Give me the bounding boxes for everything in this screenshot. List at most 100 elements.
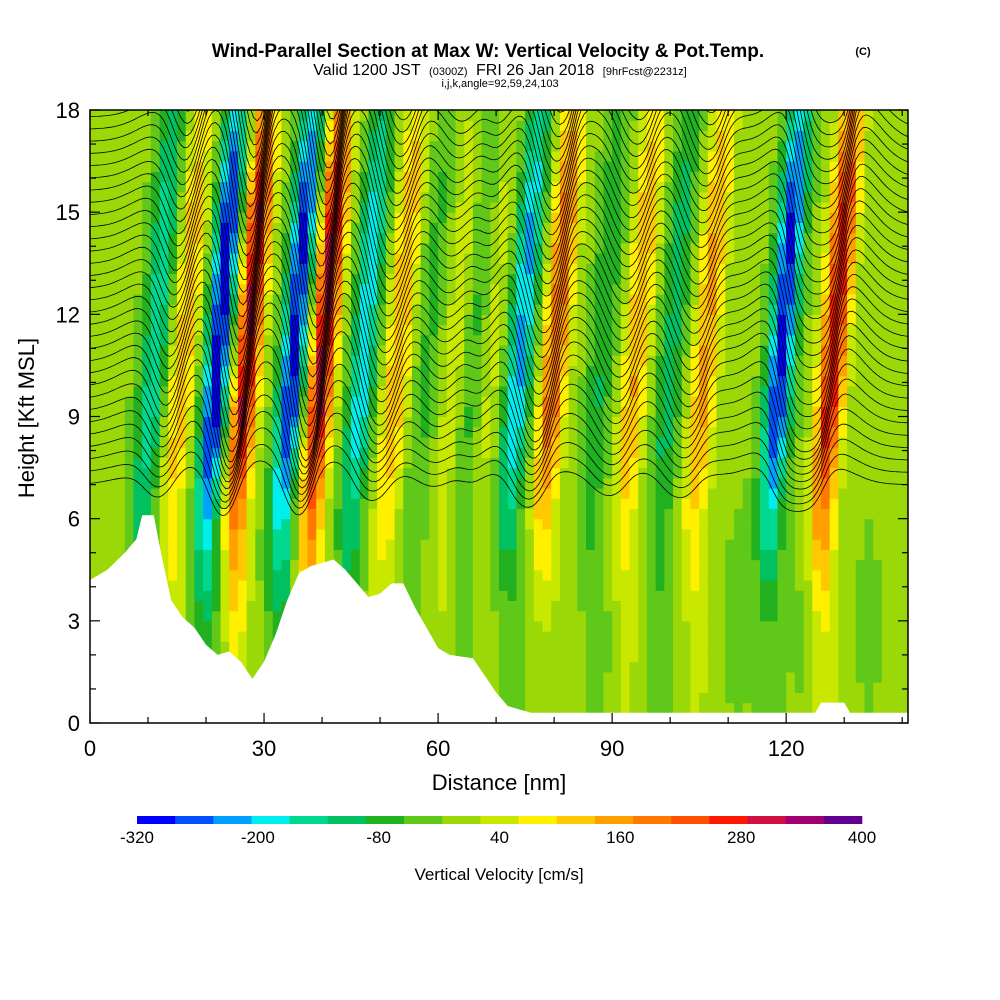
velocity-cell: [211, 467, 222, 479]
velocity-cell: [298, 140, 309, 152]
velocity-cell: [368, 273, 378, 285]
velocity-cell: [359, 140, 370, 152]
velocity-cell: [603, 161, 613, 172]
velocity-cell: [220, 181, 230, 193]
velocity-cell: [211, 569, 222, 581]
velocity-cell: [629, 201, 639, 213]
velocity-cell: [290, 304, 300, 315]
velocity-cell: [446, 253, 457, 264]
velocity-cell: [664, 212, 674, 223]
velocity-cell: [246, 641, 256, 653]
velocity-cell: [507, 416, 517, 428]
velocity-cell: [733, 559, 744, 571]
velocity-cell: [725, 631, 735, 642]
velocity-cell: [368, 457, 378, 469]
velocity-cell: [777, 293, 787, 305]
velocity-cell: [98, 447, 108, 458]
velocity-cell: [594, 273, 605, 285]
velocity-cell: [586, 477, 596, 489]
velocity-cell: [481, 212, 491, 223]
velocity-cell: [803, 253, 813, 264]
velocity-cell: [351, 222, 361, 234]
velocity-cell: [629, 549, 639, 561]
velocity-cell: [551, 140, 561, 152]
velocity-cell: [655, 171, 665, 183]
velocity-cell: [177, 110, 187, 121]
velocity-cell: [159, 140, 169, 152]
vertical-velocity-field: [90, 110, 908, 723]
velocity-cell: [742, 375, 752, 387]
velocity-cell: [307, 191, 317, 203]
velocity-cell: [568, 416, 578, 428]
velocity-cell: [803, 314, 813, 326]
velocity-cell: [298, 120, 309, 132]
velocity-cell: [673, 488, 683, 499]
velocity-cell: [707, 549, 718, 561]
velocity-cell: [403, 559, 413, 571]
velocity-cell: [272, 253, 283, 264]
velocity-cell: [594, 631, 605, 642]
velocity-cell: [203, 508, 213, 520]
velocity-cell: [646, 181, 657, 193]
velocity-cell: [673, 130, 683, 142]
velocity-cell: [203, 559, 213, 571]
velocity-cell: [255, 457, 265, 469]
velocity-cell: [359, 161, 370, 172]
velocity-cell: [403, 488, 413, 499]
velocity-cell: [707, 488, 718, 499]
velocity-cell: [124, 212, 135, 223]
velocity-cell: [150, 150, 161, 162]
velocity-cell: [707, 528, 718, 540]
velocity-cell: [690, 314, 700, 326]
velocity-cell: [559, 549, 570, 561]
velocity-cell: [307, 396, 317, 407]
velocity-cell: [333, 518, 343, 530]
velocity-cell: [725, 406, 735, 418]
velocity-cell: [98, 324, 108, 336]
velocity-cell: [681, 682, 692, 693]
velocity-cell: [107, 528, 117, 540]
velocity-cell: [264, 426, 274, 438]
velocity-cell: [455, 273, 465, 285]
velocity-cell: [516, 161, 526, 172]
velocity-cell: [264, 610, 274, 622]
velocity-cell: [464, 396, 474, 407]
velocity-cell: [255, 549, 265, 561]
velocity-cell: [464, 528, 474, 540]
velocity-cell: [612, 569, 622, 581]
velocity-cell: [281, 344, 291, 356]
velocity-cell: [342, 467, 352, 479]
velocity-cell: [351, 273, 361, 285]
velocity-cell: [707, 293, 718, 305]
velocity-cell: [220, 406, 230, 418]
velocity-cell: [516, 671, 526, 683]
velocity-cell: [246, 150, 256, 162]
velocity-cell: [803, 273, 813, 285]
velocity-cell: [577, 590, 587, 601]
velocity-cell: [203, 406, 213, 418]
velocity-cell: [533, 201, 544, 213]
velocity-cell: [307, 365, 317, 377]
velocity-cell: [351, 201, 361, 213]
velocity-cell: [185, 212, 196, 223]
velocity-cell: [211, 191, 222, 203]
velocity-cell: [760, 406, 770, 418]
velocity-cell: [586, 559, 596, 571]
velocity-cell: [264, 620, 274, 632]
velocity-cell: [559, 651, 570, 663]
velocity-cell: [655, 549, 665, 561]
velocity-cell: [229, 201, 239, 213]
velocity-cell: [403, 324, 413, 336]
velocity-cell: [142, 324, 152, 336]
velocity-cell: [133, 467, 143, 479]
velocity-cell: [446, 120, 457, 132]
velocity-cell: [307, 498, 317, 510]
velocity-cell: [403, 569, 413, 581]
velocity-cell: [194, 324, 204, 336]
velocity-cell: [681, 467, 692, 479]
velocity-cell: [516, 488, 526, 499]
velocity-cell: [177, 242, 187, 254]
velocity-cell: [733, 212, 744, 223]
velocity-cell: [307, 273, 317, 285]
velocity-cell: [272, 161, 283, 172]
